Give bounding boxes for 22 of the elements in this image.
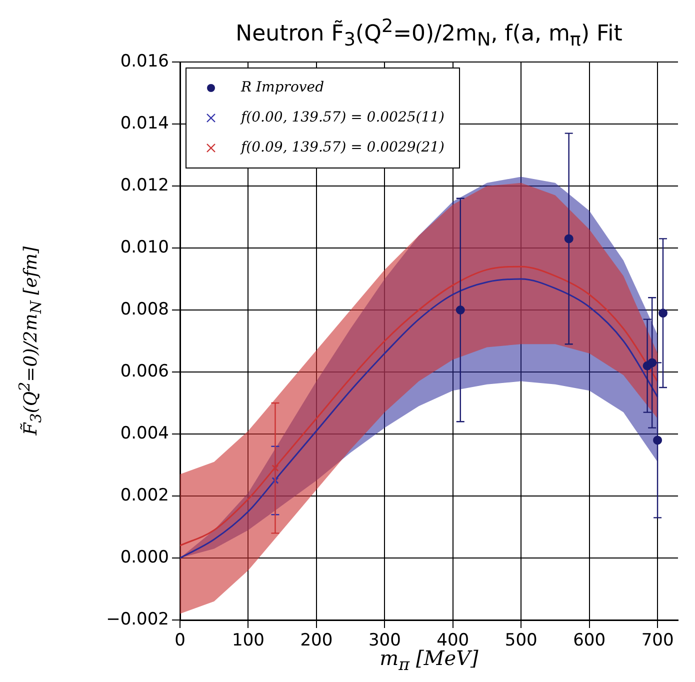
x-tick-label: 200 [300, 630, 333, 651]
chart-title: Neutron F̃$_{3}$(Q$^{2}$=0)/2m$_{N}$, f(a, m$_{π}$) Fit [236, 16, 622, 51]
y-tick-label: 0.012 [120, 175, 169, 196]
y-tick-label: 0.006 [120, 361, 169, 382]
legend-label: f(0.00, 139.57) = 0.0025(11) [240, 110, 445, 126]
x-tick-label: 700 [641, 630, 674, 651]
y-tick-label: 0.008 [120, 299, 169, 320]
legend-label: R Improved [240, 80, 324, 96]
y-tick-label: 0.010 [120, 237, 169, 258]
y-tick-label: −0.002 [106, 609, 169, 630]
point [272, 464, 279, 472]
x-tick-label: 100 [232, 630, 264, 651]
x-tick-label: 600 [573, 630, 606, 651]
y-tick-label: 0.004 [120, 423, 169, 444]
y-tick-label: 0.016 [120, 51, 169, 72]
x-tick-label: 500 [504, 630, 538, 651]
y-tick-label: 0.002 [120, 485, 169, 506]
y-tick-label: 0.000 [120, 547, 169, 568]
point [272, 476, 279, 484]
x-tick-label: 0 [174, 630, 186, 651]
y-tick-label: 0.014 [120, 113, 169, 134]
legend-label: f(0.09, 139.57) = 0.0029(21) [240, 140, 445, 156]
